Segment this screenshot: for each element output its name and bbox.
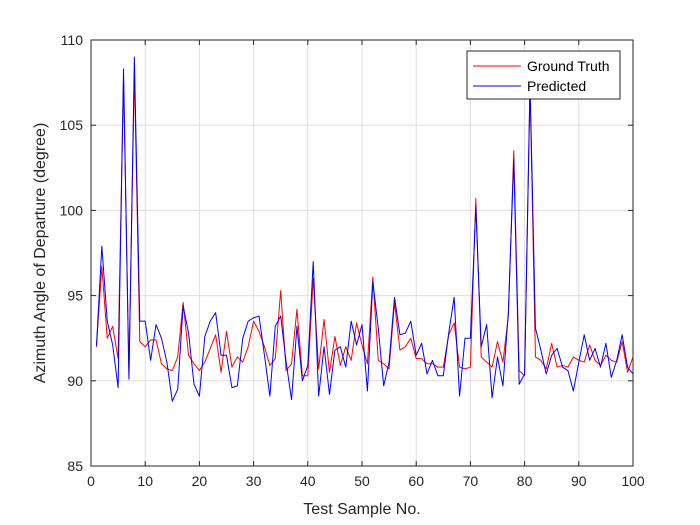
legend-label-ground-truth: Ground Truth <box>527 58 610 74</box>
x-tick-label: 60 <box>408 473 424 489</box>
x-tick-label: 30 <box>246 473 262 489</box>
x-tick-label: 40 <box>300 473 316 489</box>
series-lines <box>95 56 634 402</box>
x-tick-label: 70 <box>463 473 479 489</box>
legend: Ground Truth Predicted <box>466 50 621 100</box>
x-tick-label: 10 <box>137 473 153 489</box>
y-tick-label: 110 <box>61 32 84 48</box>
y-tick-label: 90 <box>67 373 83 389</box>
x-tick-label: 50 <box>354 473 370 489</box>
tick-labels: 0 10 20 30 40 50 60 70 80 90 100 85 90 95 100 105 110 <box>60 32 645 489</box>
x-tick-label: 0 <box>87 473 95 489</box>
y-tick-label: 85 <box>67 458 83 474</box>
series-line-predicted <box>95 56 634 402</box>
axis-ticks <box>90 39 634 467</box>
y-axis-label: Azimuth Angle of Departure (degree) <box>32 123 49 384</box>
legend-box <box>466 50 621 100</box>
x-axis-label: Test Sample No. <box>303 501 420 518</box>
x-tick-label: 80 <box>517 473 533 489</box>
x-tick-label: 90 <box>571 473 587 489</box>
x-tick-label: 100 <box>621 473 645 489</box>
y-tick-label: 105 <box>60 117 84 133</box>
y-tick-label: 95 <box>67 288 83 304</box>
legend-label-predicted: Predicted <box>527 78 586 94</box>
y-tick-label: 100 <box>60 202 84 218</box>
x-tick-label: 20 <box>192 473 208 489</box>
